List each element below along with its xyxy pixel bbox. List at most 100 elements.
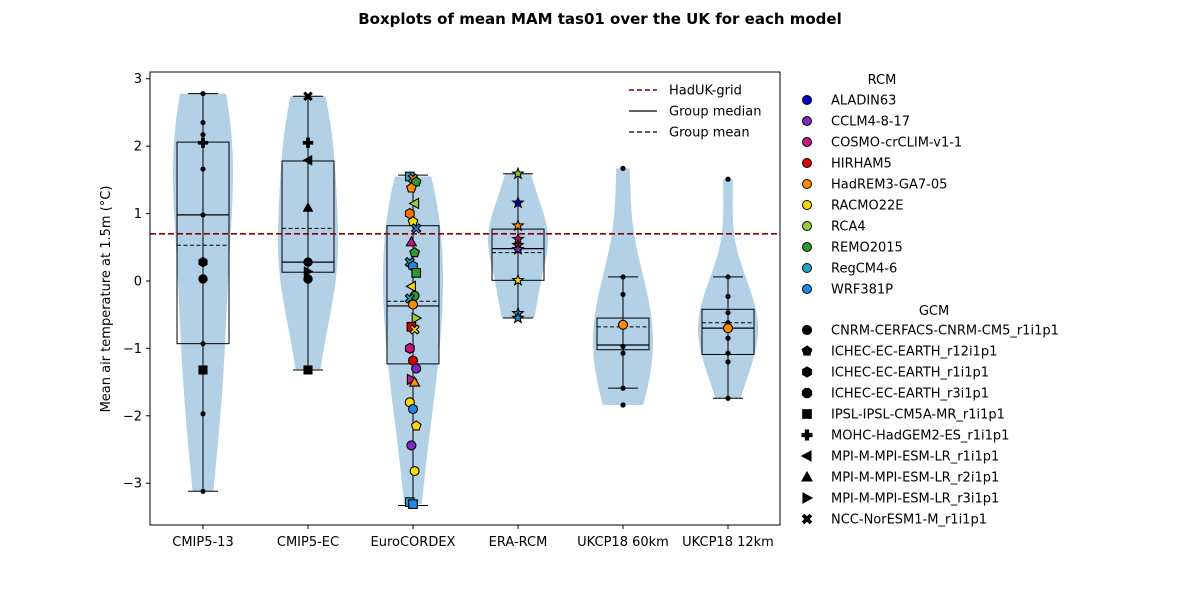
x-tick-label: CMIP5-EC xyxy=(277,535,339,550)
legend-rcm-label: WRF381P xyxy=(831,283,893,298)
data-point xyxy=(406,440,417,451)
legend-gcm-label: MPI-M-MPI-ESM-LR_r1i1p1 xyxy=(831,450,999,465)
legend-gcm-marker xyxy=(801,387,813,399)
points-group xyxy=(197,90,209,494)
legend-rcm-swatch xyxy=(802,242,812,252)
legend-rcm-swatch xyxy=(802,116,812,126)
legend-rcm-label: HIRHAM5 xyxy=(831,157,892,172)
data-point xyxy=(198,365,208,375)
data-point xyxy=(722,323,734,334)
data-point xyxy=(302,201,314,212)
data-point xyxy=(303,274,313,284)
data-point xyxy=(303,365,313,375)
data-point xyxy=(617,319,629,330)
legend-rcm-label: RegCM4-6 xyxy=(831,262,897,277)
data-point xyxy=(725,274,731,280)
data-point xyxy=(411,268,422,278)
points-group xyxy=(302,91,314,375)
x-tick-label: UKCP18 12km xyxy=(682,535,774,550)
legend-gcm-marker xyxy=(801,345,813,356)
legend-line-label: Group mean xyxy=(669,126,750,141)
data-point xyxy=(200,119,206,126)
legend-rcm-title: RCM xyxy=(868,73,897,88)
data-point xyxy=(198,256,208,268)
data-point xyxy=(411,312,423,324)
legend-rcm-label: RCA4 xyxy=(831,220,866,235)
data-point xyxy=(405,280,416,293)
data-point xyxy=(511,310,525,324)
legend-rcm-swatch xyxy=(802,137,812,147)
legend-gcm-label: IPSL-IPSL-CM5A-MR_r1i1p1 xyxy=(831,408,1005,423)
legend-rcm-label: HadREM3-GA7-05 xyxy=(831,178,947,193)
data-point xyxy=(407,404,419,415)
y-tick-label: −1 xyxy=(123,342,142,357)
line-legend: HadUK-grid Group median Group mean xyxy=(629,84,761,141)
data-point xyxy=(620,291,626,298)
data-point xyxy=(620,385,626,391)
data-point xyxy=(725,350,731,356)
points-group xyxy=(722,176,734,401)
data-point xyxy=(302,137,314,149)
data-point xyxy=(200,488,206,494)
data-point xyxy=(303,266,314,277)
legend-rcm-swatch xyxy=(802,200,812,210)
marker-legend: RCM ALADIN63 CCLM4-8-17 COSMO-crCLIM-v1-1 HI… xyxy=(800,73,1059,528)
legend-rcm-swatch xyxy=(802,95,812,105)
x-tick-label: ERA-RCM xyxy=(489,535,548,550)
legend-line-label: Group median xyxy=(669,105,761,120)
legend-gcm-marker xyxy=(801,429,813,441)
y-tick-label: 2 xyxy=(134,140,142,155)
plot-area: −3 −2 −1 0 1 2 3 CMIP5-13 CMIP5-EC EuroCORDEX ERA-… xyxy=(123,71,781,550)
x-tick-label: EuroCORDEX xyxy=(371,535,456,550)
data-point xyxy=(200,90,206,97)
legend-rcm-label: RACMO22E xyxy=(831,199,903,214)
data-point xyxy=(511,218,525,232)
legend-gcm-marker xyxy=(802,366,812,378)
points-group xyxy=(511,166,525,324)
points-group xyxy=(617,165,629,408)
legend-rcm-label: COSMO-crCLIM-v1-1 xyxy=(831,136,962,151)
legend-gcm-label: MPI-M-MPI-ESM-LR_r3i1p1 xyxy=(831,492,999,507)
legend-rcm-label: REMO2015 xyxy=(831,241,903,256)
legend-gcm-marker xyxy=(800,450,812,462)
data-point xyxy=(198,274,208,284)
data-point xyxy=(725,293,731,300)
data-point xyxy=(407,299,419,310)
data-point xyxy=(197,137,209,149)
legend-rcm-swatch xyxy=(802,221,812,231)
data-point xyxy=(200,411,206,417)
data-point xyxy=(409,324,420,335)
legend-rcm-swatch xyxy=(802,284,812,294)
data-point xyxy=(302,154,313,166)
data-point xyxy=(200,166,206,172)
data-point xyxy=(303,257,313,267)
data-point xyxy=(620,350,626,356)
data-point xyxy=(409,466,420,477)
data-point xyxy=(725,395,731,401)
legend-rcm-label: CCLM4-8-17 xyxy=(831,115,910,130)
legend-rcm-swatch xyxy=(802,179,812,189)
legend-gcm-label: MOHC-HadGEM2-ES_r1i1p1 xyxy=(831,429,1009,444)
legend-rcm-swatch xyxy=(802,158,812,168)
points-group xyxy=(404,171,423,509)
data-point xyxy=(725,335,731,341)
data-point xyxy=(620,402,626,408)
y-tick-label: 1 xyxy=(134,207,142,222)
data-point xyxy=(725,359,731,365)
y-tick-label: −2 xyxy=(123,409,142,424)
data-point xyxy=(410,420,422,431)
data-point xyxy=(511,166,525,180)
data-point xyxy=(200,341,206,347)
x-tick-label: CMIP5-13 xyxy=(172,535,233,550)
legend-gcm-label: NCC-NorESM1-M_r1i1p1 xyxy=(831,513,987,528)
data-point xyxy=(200,132,206,138)
y-tick-label: 0 xyxy=(134,274,142,289)
data-point xyxy=(511,195,525,209)
data-point xyxy=(409,246,421,258)
chart-title: Boxplots of mean MAM tas01 over the UK f… xyxy=(358,10,841,28)
legend-rcm-swatch xyxy=(802,263,812,273)
y-tick-label: −3 xyxy=(123,477,142,492)
legend-gcm-label: ICHEC-EC-EARTH_r3i1p1 xyxy=(831,387,989,402)
data-point xyxy=(620,274,626,280)
